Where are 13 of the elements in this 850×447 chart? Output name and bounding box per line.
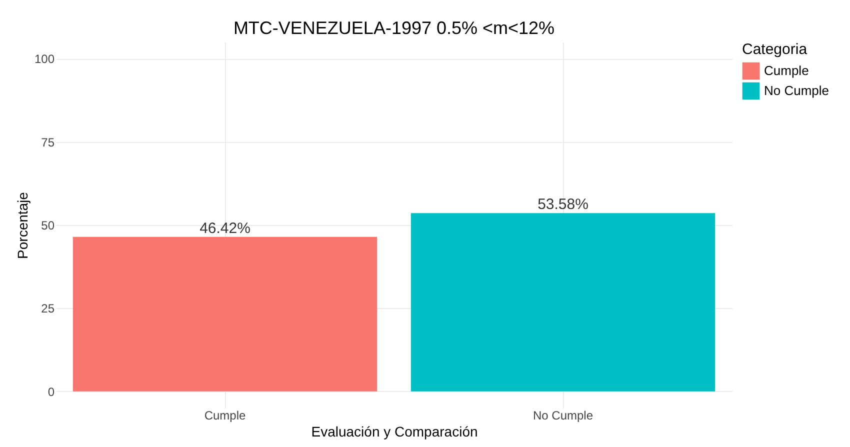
- y-tick-label: 50: [41, 218, 55, 232]
- legend-title: Categoria: [742, 41, 808, 58]
- y-tick-label: 25: [41, 302, 55, 316]
- y-tick-label: 0: [48, 384, 55, 399]
- data-label: 53.58%: [538, 196, 588, 214]
- y-tick-label: 100: [34, 52, 55, 66]
- data-label: 46.42%: [200, 220, 250, 237]
- legend-label: No Cumple: [764, 83, 830, 98]
- y-axis-title: Porcentaje: [14, 192, 30, 259]
- legend-label: Cumple: [764, 63, 809, 78]
- x-axis-title: Evaluación y Comparación: [311, 424, 478, 440]
- chart-title: MTC-VENEZUELA-1997 0.5% <m<12%: [233, 18, 555, 38]
- y-tick-label: 75: [41, 135, 55, 150]
